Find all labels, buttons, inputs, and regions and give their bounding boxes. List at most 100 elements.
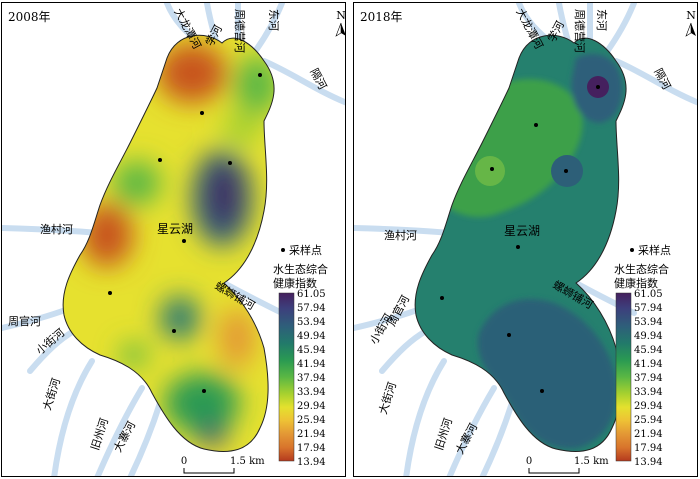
legend-ticks: 61.05 57.94 53.94 49.94 45.94 41.94 37.9… (634, 289, 663, 468)
year-label: 2018年 (360, 10, 403, 24)
sample-point (507, 333, 511, 337)
river-dazhai (127, 400, 163, 476)
legend-sample-label: 采样点 (638, 243, 671, 257)
scale-bar: 0 1.5 km (526, 456, 609, 474)
lake-outline (62, 34, 275, 452)
river-label-dajie: 大街河 (376, 380, 400, 416)
sample-point (258, 73, 262, 77)
legend-tick: 45.94 (634, 345, 663, 356)
river-jiuzhou (446, 385, 497, 476)
sample-point (440, 296, 444, 300)
legend-tick: 25.94 (634, 415, 663, 426)
river-label-zhoudeying: 周德营河 (573, 9, 587, 53)
legend-ticks: 61.05 57.94 53.94 49.94 45.94 41.94 37.9… (297, 289, 326, 468)
svg-text:1.5 km: 1.5 km (230, 456, 265, 467)
river-label-zhouguan: 周官河 (8, 314, 41, 328)
north-arrow: N (335, 9, 346, 37)
legend-tick: 61.05 (634, 289, 663, 300)
river-dajie (403, 358, 447, 476)
sample-points (440, 85, 600, 393)
map-panel-2018: 2018年 N 星云湖 大龙潭河 学河 周德营河 东河 隔河 渔村河 螺蛳铺河 … (353, 2, 698, 477)
river-ge (261, 58, 345, 106)
legend-color-ramp (278, 292, 295, 462)
sample-point (596, 85, 600, 89)
legend-tick: 57.94 (297, 303, 326, 314)
river-label-dazhai: 大寨河 (452, 421, 480, 457)
sample-point (202, 389, 206, 393)
sample-point (172, 329, 176, 333)
legend-tick: 61.05 (297, 289, 326, 300)
zone-west-light (475, 156, 505, 186)
legend: 采样点 水生态综合 健康指数 61.05 57.94 53.94 49.94 4… (273, 243, 328, 468)
legend-tick: 33.94 (634, 387, 663, 398)
sample-point (564, 169, 568, 173)
river-jiuzhou (94, 385, 145, 476)
legend-tick: 29.94 (297, 401, 326, 412)
legend-tick: 21.94 (634, 429, 663, 440)
legend-tick: 57.94 (634, 303, 663, 314)
sample-point (108, 291, 112, 295)
sample-point (228, 161, 232, 165)
legend-sample-label: 采样点 (289, 243, 322, 257)
map-panel-2008: 2008年 N 星云湖 大龙潭河 学河 周德营河 东河 隔河 渔村河 螺蛳铺河 … (1, 2, 346, 477)
legend-sample-dot (630, 248, 634, 252)
svg-text:N: N (336, 9, 346, 22)
river-luoshipu (221, 280, 285, 316)
river-xiaojie (379, 328, 429, 374)
health-index-surface (414, 34, 627, 452)
sample-points (108, 73, 262, 393)
river-label-zhoudeying: 周德营河 (233, 9, 247, 53)
sample-point (182, 239, 186, 243)
svg-text:0: 0 (526, 456, 532, 467)
river-ge (613, 58, 697, 106)
river-network (2, 3, 345, 476)
legend-tick: 17.94 (297, 443, 326, 454)
river-network (354, 3, 697, 476)
sample-point (490, 167, 494, 171)
river-xiaojie (27, 328, 77, 374)
legend-tick: 53.94 (297, 317, 326, 328)
river-label-dong: 东河 (595, 9, 608, 31)
legend-tick: 49.94 (634, 331, 663, 342)
legend: 采样点 水生态综合 健康指数 61.05 57.94 53.94 49.94 4… (614, 243, 671, 468)
legend-title-line1: 水生态综合 (614, 262, 669, 276)
lake-label: 星云湖 (157, 221, 193, 236)
legend-title-line2: 健康指数 (614, 276, 658, 290)
legend-title-line1: 水生态综合 (273, 262, 328, 276)
river-dajie (51, 358, 95, 476)
sample-point (200, 111, 204, 115)
sample-point (540, 389, 544, 393)
legend-tick: 25.94 (297, 415, 326, 426)
river-dong (603, 3, 637, 56)
river-label-xiaojie: 小街河 (366, 311, 395, 347)
legend-title-line2: 健康指数 (273, 276, 317, 290)
zone-north-green (439, 79, 583, 218)
legend-sample-dot (281, 248, 285, 252)
legend-tick: 13.94 (634, 457, 663, 468)
map-2018: 2018年 N 星云湖 大龙潭河 学河 周德营河 东河 隔河 渔村河 螺蛳铺河 … (354, 3, 697, 476)
river-label-yucun: 渔村河 (384, 228, 417, 242)
svg-text:N: N (686, 9, 696, 22)
health-index-surface (62, 34, 275, 452)
lake-label: 星云湖 (504, 223, 540, 238)
river-dong (251, 3, 285, 56)
legend-tick: 53.94 (634, 317, 663, 328)
sample-point (158, 158, 162, 162)
sample-point (534, 123, 538, 127)
scale-bar: 0 1.5 km (181, 456, 265, 474)
river-label-jiuzhou: 旧州河 (88, 417, 111, 452)
legend-tick: 41.94 (634, 359, 663, 370)
river-dazhai (479, 400, 515, 476)
north-arrow: N (685, 9, 696, 37)
legend-tick: 49.94 (297, 331, 326, 342)
river-label-dajie: 大街河 (40, 376, 64, 412)
svg-text:1.5 km: 1.5 km (574, 456, 609, 467)
legend-tick: 45.94 (297, 345, 326, 356)
legend-tick: 41.94 (297, 359, 326, 370)
legend-tick: 33.94 (297, 387, 326, 398)
legend-tick: 37.94 (297, 373, 326, 384)
legend-tick: 29.94 (634, 401, 663, 412)
svg-text:0: 0 (181, 456, 187, 467)
river-label-dong: 东河 (267, 9, 280, 31)
sample-point (516, 245, 520, 249)
